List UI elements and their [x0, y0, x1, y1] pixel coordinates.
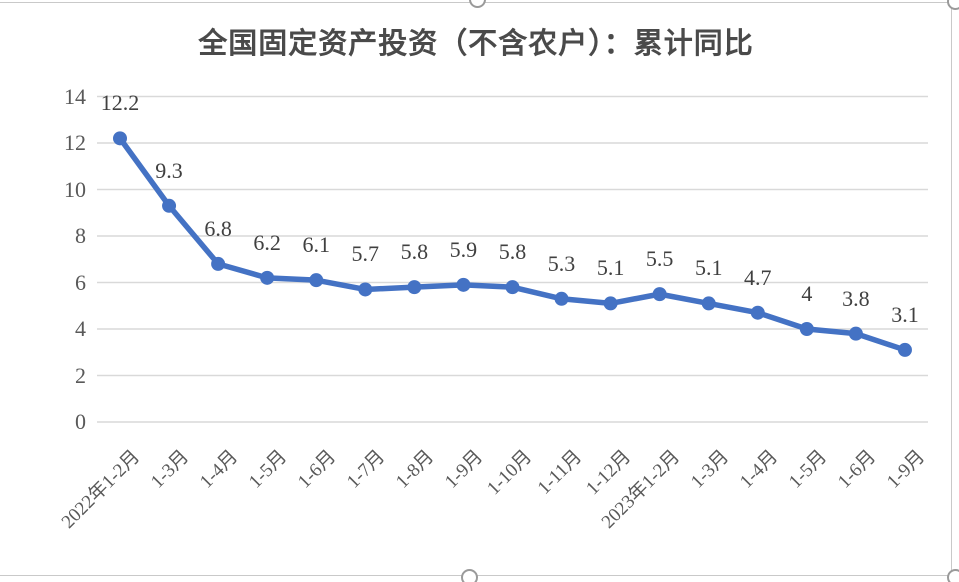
data-label: 4 — [801, 281, 813, 306]
data-point-marker — [799, 322, 814, 336]
data-label: 5.7 — [351, 241, 380, 267]
data-label: 5.8 — [400, 239, 429, 265]
data-label: 12.2 — [100, 90, 140, 116]
y-axis-tick-label: 4 — [75, 316, 86, 341]
y-axis-tick-label: 12 — [64, 130, 86, 155]
data-point-marker — [162, 198, 177, 213]
data-label: 6.1 — [302, 232, 330, 258]
data-label: 6.2 — [253, 229, 281, 255]
y-axis-tick-label: 6 — [75, 269, 86, 295]
data-point-marker — [652, 287, 667, 302]
data-point-marker — [897, 342, 912, 357]
data-label: 5.3 — [547, 250, 576, 276]
data-label: 6.8 — [204, 215, 232, 241]
data-point-marker — [260, 270, 275, 285]
data-label: 4.7 — [744, 264, 772, 290]
y-axis-tick-label: 14 — [64, 83, 86, 109]
y-axis-tick-label: 10 — [64, 176, 86, 202]
chart-title: 全国固定资产投资（不含农户）：累计同比 — [198, 28, 754, 60]
data-label: 5.9 — [449, 236, 478, 262]
y-axis-tick-label: 0 — [75, 409, 86, 434]
resize-handle-top-right[interactable] — [947, 0, 959, 10]
data-label: 3.8 — [842, 285, 870, 311]
data-point-marker — [554, 291, 569, 306]
y-axis-tick-label: 2 — [75, 362, 86, 388]
data-point-marker — [701, 296, 716, 311]
data-label: 5.1 — [596, 255, 625, 281]
y-axis-tick-label: 8 — [75, 223, 86, 248]
data-point-marker — [113, 131, 127, 146]
data-point-marker — [358, 282, 373, 297]
data-point-marker — [848, 326, 863, 341]
data-point-marker — [750, 305, 765, 320]
data-label: 5.1 — [694, 255, 723, 281]
resize-handle-bottom-right[interactable] — [947, 569, 959, 582]
data-point-marker — [309, 273, 324, 288]
data-label: 3.1 — [891, 301, 919, 327]
resize-handle-bottom-center[interactable] — [461, 569, 478, 582]
selection-border-right — [951, 2, 952, 576]
data-label: 5.5 — [645, 246, 674, 272]
data-label: 9.3 — [155, 157, 183, 183]
data-point-marker — [456, 277, 471, 292]
data-label: 5.8 — [498, 239, 527, 265]
data-point-marker — [603, 296, 618, 311]
data-point-marker — [407, 280, 422, 295]
data-point-marker — [211, 256, 226, 271]
data-point-marker — [505, 280, 520, 295]
